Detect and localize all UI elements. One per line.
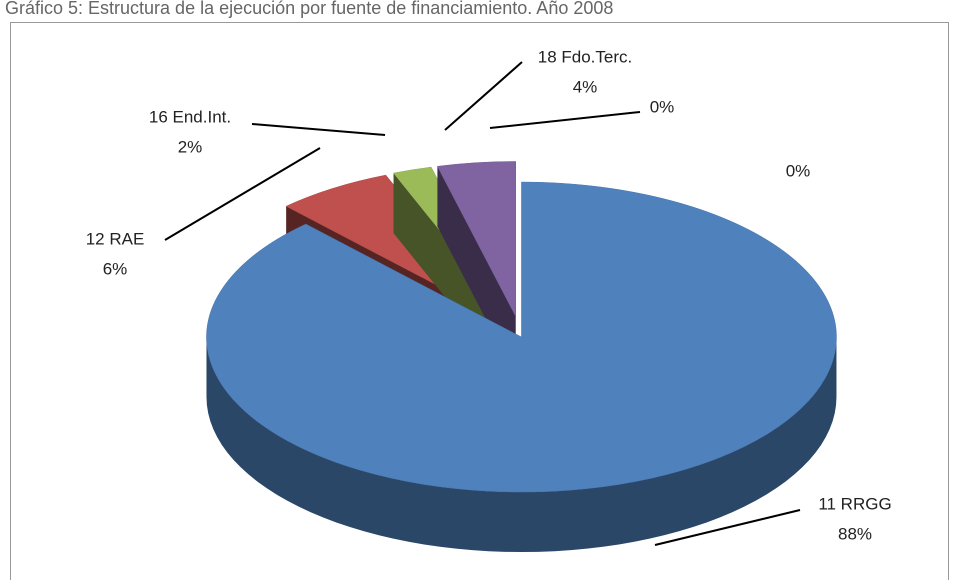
leader-line [444, 61, 523, 131]
leader-line [164, 147, 321, 241]
slice-top [437, 161, 516, 317]
value-label: 0% [786, 161, 811, 180]
leader-line [251, 123, 386, 136]
category-label: 18 Fdo.Terc. [538, 47, 633, 66]
category-label: 12 RAE [86, 229, 145, 248]
leader-line [489, 111, 641, 129]
category-label: 11 RRGG [818, 494, 891, 513]
slice-top [206, 181, 837, 493]
value-label: 2% [178, 137, 203, 156]
slice-side [206, 337, 837, 553]
category-label: 16 End.Int. [149, 107, 231, 126]
value-label: 4% [573, 77, 598, 96]
pie-slice [206, 181, 837, 553]
leader-line [654, 509, 801, 546]
value-label: 6% [103, 259, 128, 278]
value-label: 0% [650, 97, 675, 116]
value-label: 88% [838, 524, 872, 543]
chart-title: Gráfico 5: Estructura de la ejecución po… [5, 0, 613, 18]
